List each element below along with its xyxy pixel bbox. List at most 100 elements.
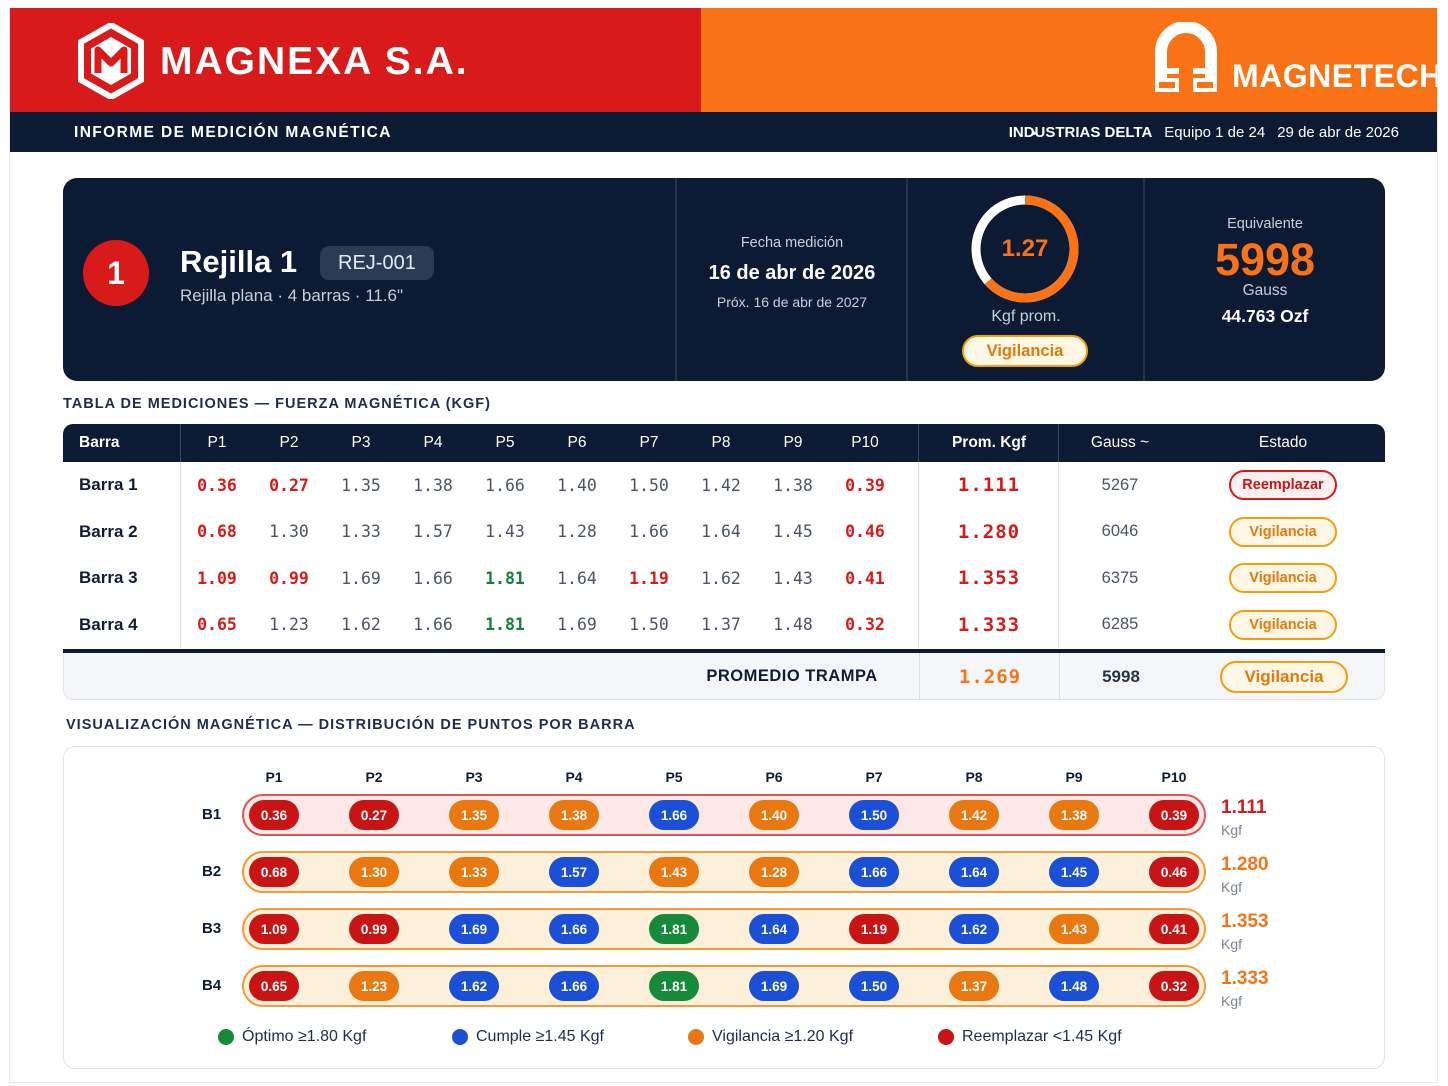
legend-label: Vigilancia ≥1.20 Kgf [712, 1028, 854, 1045]
point-dot: 0.36 [249, 800, 299, 830]
legend-item: Vigilancia ≥1.20 Kgf [688, 1028, 853, 1046]
point-dot: 1.81 [649, 914, 699, 944]
divider [1143, 178, 1145, 381]
legend-dot-icon [938, 1029, 954, 1045]
visual-row-average: 1.111 [1221, 797, 1267, 818]
header-point: P3 [351, 434, 371, 451]
header-point: P2 [279, 434, 299, 451]
point-dot: 1.42 [949, 800, 999, 830]
point-dot: 1.37 [949, 971, 999, 1001]
header-status: Estado [1258, 434, 1308, 451]
visual-row-label: B1 [202, 806, 222, 823]
status-pill: Vigilancia [1229, 516, 1337, 547]
point-value: 1.09 [197, 568, 237, 588]
visual-row-average: 1.333 [1221, 968, 1269, 989]
row-label: Barra 3 [79, 568, 138, 587]
point-value: 1.30 [269, 522, 309, 541]
point-dot: 1.81 [649, 971, 699, 1001]
visual-column-label: P1 [265, 769, 283, 785]
fecha-value: 16 de abr de 2026 [708, 262, 876, 284]
point-value: 1.43 [485, 522, 525, 541]
magnexa-logo-icon [78, 23, 144, 99]
visual-column-label: P3 [465, 769, 483, 785]
row-label: Barra 1 [79, 475, 138, 494]
visual-row-label: B4 [202, 977, 222, 994]
point-dot: 1.43 [649, 857, 699, 887]
table-divider [63, 649, 1385, 653]
visual-column-label: P7 [865, 769, 883, 785]
point-value: 1.81 [485, 615, 525, 634]
point-value: 1.69 [341, 568, 381, 588]
point-value: 1.50 [629, 475, 669, 495]
table-row: Barra 1 0.36 0.27 1.35 1.38 1.66 1.40 1.50 1.42 1… [63, 462, 1385, 508]
footer-label: PROMEDIO TRAMPA [706, 667, 878, 685]
legend-item: Óptimo ≥1.80 Kgf [218, 1028, 366, 1046]
visual-row-unit: Kgf [1221, 993, 1243, 1009]
report-date: 29 de abr de 2026 [1277, 124, 1399, 141]
status-pill: Vigilancia [1229, 609, 1337, 640]
divider [906, 178, 908, 381]
report-title: INFORME DE MEDICIÓN MAGNÉTICA [74, 124, 392, 141]
report-page: MAGNEXA S.A. MAGNETECH INFORME DE MEDICI… [9, 8, 1438, 1083]
point-dot: 1.57 [549, 857, 599, 887]
column-divider [180, 462, 181, 648]
header-bar: Barra [79, 434, 120, 451]
partner-name: MAGNETECH [1232, 58, 1438, 94]
point-dot: 0.41 [1149, 914, 1199, 944]
separator-dot: • [1031, 125, 1036, 140]
visual-column-label: P5 [665, 769, 683, 785]
footer-gauss: 5998 [1102, 666, 1140, 686]
column-divider [180, 424, 181, 462]
equiv-unit: Gauss [1242, 282, 1288, 299]
point-value: 1.38 [773, 475, 813, 495]
point-value: 1.62 [701, 568, 741, 588]
header-point: P9 [783, 434, 803, 451]
legend-label: Cumple ≥1.45 Kgf [476, 1028, 604, 1045]
bar-track [242, 908, 1206, 950]
measurement-date-block: Fecha medición 16 de abr de 2026 Próx. 1… [677, 178, 907, 381]
bar-track [242, 794, 1206, 836]
point-value: 1.81 [485, 568, 525, 588]
row-label: Barra 2 [79, 521, 138, 541]
point-value: 1.45 [773, 522, 813, 541]
row-status: Vigilancia [1181, 509, 1385, 555]
point-dot: 1.33 [449, 857, 499, 887]
visual-column-label: P9 [1065, 769, 1083, 785]
point-value: 1.64 [557, 568, 597, 588]
report-subheader: INFORME DE MEDICIÓN MAGNÉTICA INDUSTRIAS… [10, 112, 1437, 152]
status-pill: Reemplazar [1229, 470, 1337, 500]
point-value: 1.66 [629, 522, 669, 541]
column-divider [1059, 653, 1060, 700]
visual-row-average: 1.353 [1221, 911, 1269, 932]
header-point: P10 [851, 434, 879, 451]
equipment-count: Equipo 1 de 24 [1164, 124, 1266, 141]
row-gauss: 5267 [1101, 475, 1139, 494]
report-meta: INDUSTRIAS DELTA • Equipo 1 de 24 • 29 d… [1009, 124, 1399, 141]
point-dot: 0.99 [349, 914, 399, 944]
separator-dot: • [1031, 125, 1036, 140]
gauge-block: 1.27 Kgf prom. Vigilancia [908, 178, 1144, 381]
header-point: P6 [567, 434, 587, 451]
column-divider [918, 424, 919, 462]
point-dot: 1.50 [849, 971, 899, 1001]
point-dot: 1.66 [549, 914, 599, 944]
equivalent-block: Equivalente 5998 Gauss 44.763 Ozf [1145, 178, 1385, 381]
footer-status: Vigilancia [1182, 653, 1386, 700]
brand-left-panel: MAGNEXA S.A. [10, 8, 701, 112]
column-divider [919, 653, 920, 700]
summary-card: 1 Rejilla 1 REJ-001 Rejilla plana · 4 ba… [63, 178, 1385, 381]
point-value: 0.99 [269, 568, 309, 588]
table-row: Barra 3 1.09 0.99 1.69 1.66 1.81 1.64 1.19 1.62 1… [63, 555, 1385, 601]
table-body: Barra 1 0.36 0.27 1.35 1.38 1.66 1.40 1.50 1.42 1… [63, 462, 1385, 648]
visual-column-label: P2 [365, 769, 383, 785]
legend-dot-icon [218, 1029, 234, 1045]
point-dot: 0.39 [1149, 800, 1199, 830]
point-value: 0.39 [845, 475, 885, 495]
point-value: 0.68 [197, 522, 237, 541]
point-value: 1.57 [413, 522, 453, 541]
status-pill: Vigilancia [1229, 563, 1337, 593]
visual-row-average: 1.280 [1221, 854, 1269, 875]
point-dot: 0.32 [1149, 971, 1199, 1001]
row-gauss: 6375 [1101, 568, 1139, 587]
magnet-logo-icon [1155, 22, 1217, 92]
